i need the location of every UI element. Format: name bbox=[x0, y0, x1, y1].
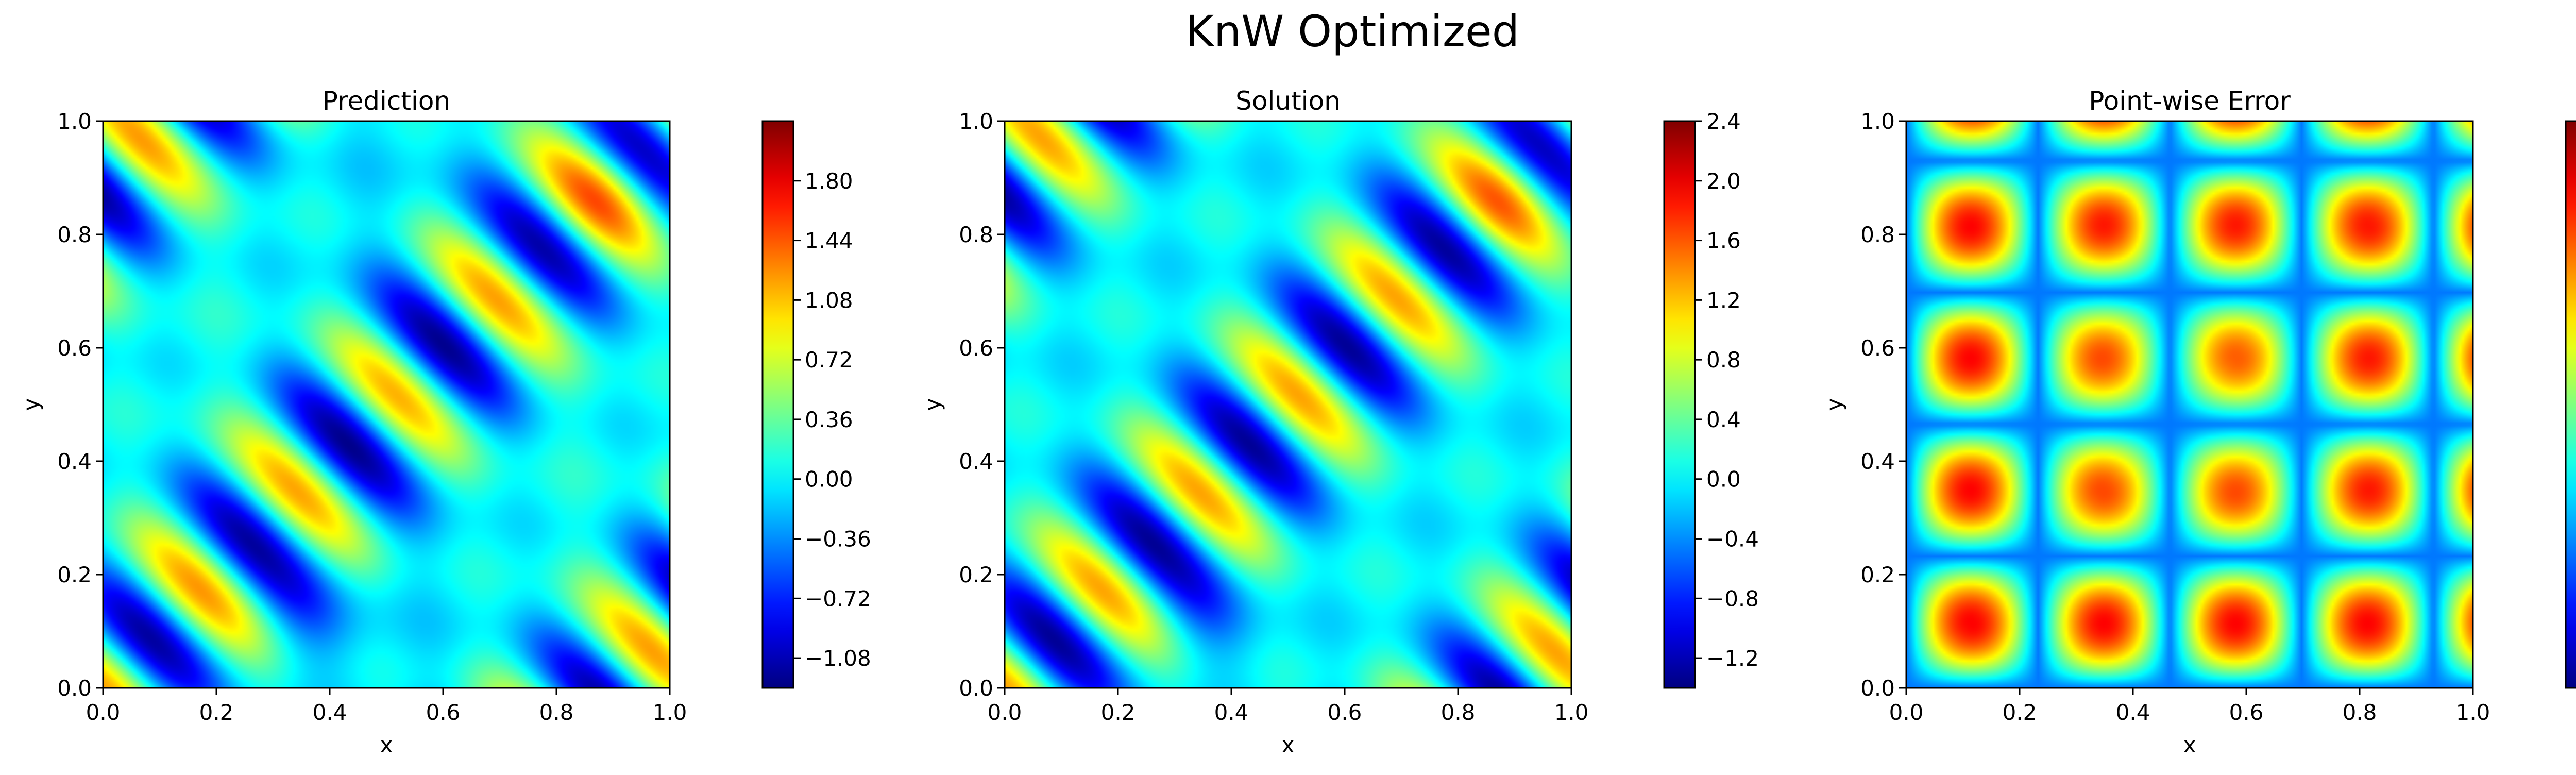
error-axes-frame bbox=[1905, 120, 2474, 689]
prediction-colorbar-tick-label: 0.36 bbox=[805, 407, 853, 432]
solution-axes-frame bbox=[1004, 120, 1572, 689]
solution-ytick-label: 1.0 bbox=[959, 109, 993, 134]
prediction-heatmap bbox=[103, 121, 670, 688]
prediction-colorbar-tick-label: 0.00 bbox=[805, 467, 853, 492]
error-ytick-label: 0.8 bbox=[1860, 222, 1895, 247]
solution-colorbar-tick-label: −0.8 bbox=[1706, 586, 1759, 611]
error-ytick-label: 0.6 bbox=[1860, 335, 1895, 361]
solution-ytick-label: 0.8 bbox=[959, 222, 993, 247]
solution-colorbar-tick-label: 1.2 bbox=[1706, 288, 1741, 313]
solution-ylabel: y bbox=[920, 398, 945, 411]
panel-error: Point-wise Error 0.0 0.2 0.4 0.6 0.8 1.0 0.0 0.2… bbox=[1822, 86, 2576, 757]
prediction-ytick-label: 0.4 bbox=[57, 449, 92, 474]
solution-colorbar bbox=[1663, 120, 1696, 689]
prediction-xtick-label: 0.8 bbox=[539, 700, 574, 725]
prediction-ytick-label: 1.0 bbox=[57, 109, 92, 134]
solution-ytick-label: 0.6 bbox=[959, 335, 993, 361]
error-xtick-label: 0.4 bbox=[2116, 700, 2150, 725]
prediction-colorbar-tick-label: −0.72 bbox=[805, 586, 871, 611]
prediction-xtick-label: 0.0 bbox=[86, 700, 121, 725]
prediction-colorbar-tick-label: −0.36 bbox=[805, 527, 871, 552]
prediction-title: Prediction bbox=[323, 86, 450, 116]
prediction-ytick-label: 0.2 bbox=[57, 562, 92, 587]
solution-colorbar-tick-label: −1.2 bbox=[1706, 646, 1759, 671]
error-ytick-label: 1.0 bbox=[1860, 109, 1895, 134]
prediction-xtick-label: 0.2 bbox=[199, 700, 234, 725]
prediction-xtick-label: 1.0 bbox=[653, 700, 687, 725]
solution-title: Solution bbox=[1235, 86, 1341, 116]
solution-heatmap bbox=[1005, 121, 1571, 688]
error-xtick-label: 1.0 bbox=[2456, 700, 2490, 725]
prediction-colorbar-tick-label: −1.08 bbox=[805, 646, 871, 671]
error-title: Point-wise Error bbox=[2089, 86, 2291, 116]
solution-colorbar-tick-label: −0.4 bbox=[1706, 527, 1759, 552]
solution-xlabel: x bbox=[1282, 732, 1295, 757]
error-heatmap bbox=[1906, 121, 2473, 688]
solution-xtick-label: 0.4 bbox=[1214, 700, 1249, 725]
figure-title: KnW Optimized bbox=[1185, 6, 1519, 57]
error-ylabel: y bbox=[1822, 398, 1847, 411]
solution-xtick-label: 0.0 bbox=[988, 700, 1022, 725]
prediction-ytick-label: 0.6 bbox=[57, 335, 92, 361]
prediction-xlabel: x bbox=[380, 732, 393, 757]
error-xtick-label: 0.2 bbox=[2003, 700, 2037, 725]
solution-xtick-label: 0.2 bbox=[1101, 700, 1136, 725]
prediction-ytick-label: 0.8 bbox=[57, 222, 92, 247]
solution-colorbar-tick-label: 2.4 bbox=[1706, 109, 1741, 134]
error-ytick-label: 0.0 bbox=[1860, 676, 1895, 701]
solution-colorbar-tick-label: 0.4 bbox=[1706, 407, 1741, 432]
solution-colorbar-tick-label: 0.8 bbox=[1706, 347, 1741, 373]
solution-colorbar-tick-label: 1.6 bbox=[1706, 228, 1741, 254]
error-ytick-label: 0.2 bbox=[1860, 562, 1895, 587]
prediction-axes-frame bbox=[102, 120, 671, 689]
solution-xtick-label: 1.0 bbox=[1554, 700, 1589, 725]
prediction-xtick-label: 0.4 bbox=[313, 700, 347, 725]
prediction-colorbar bbox=[761, 120, 794, 689]
prediction-colorbar-tick-label: 1.08 bbox=[805, 288, 853, 313]
solution-ytick-label: 0.0 bbox=[959, 676, 993, 701]
error-xtick-label: 0.0 bbox=[1889, 700, 1924, 725]
prediction-xtick-label: 0.6 bbox=[426, 700, 461, 725]
panel-solution: Solution 0.0 0.2 0.4 0.6 0.8 1.0 0.0 0.2 0.4 0.6 0.… bbox=[920, 86, 1759, 757]
solution-xtick-label: 0.6 bbox=[1328, 700, 1362, 725]
prediction-ylabel: y bbox=[19, 398, 44, 411]
panel-prediction: Prediction 0.0 0.2 0.4 0.6 0.8 1.0 0.0 0.2 0.4 0.6… bbox=[19, 86, 871, 757]
solution-ytick-label: 0.2 bbox=[959, 562, 993, 587]
error-xlabel: x bbox=[2183, 732, 2196, 757]
error-colorbar bbox=[2565, 120, 2576, 689]
prediction-ytick-label: 0.0 bbox=[57, 676, 92, 701]
error-xtick-label: 0.6 bbox=[2229, 700, 2264, 725]
solution-xtick-label: 0.8 bbox=[1441, 700, 1476, 725]
prediction-colorbar-tick-label: 1.80 bbox=[805, 169, 853, 194]
solution-ytick-label: 0.4 bbox=[959, 449, 993, 474]
prediction-colorbar-tick-label: 1.44 bbox=[805, 228, 853, 254]
error-xtick-label: 0.8 bbox=[2343, 700, 2377, 725]
prediction-colorbar-tick-label: 0.72 bbox=[805, 347, 853, 373]
error-ytick-label: 0.4 bbox=[1860, 449, 1895, 474]
solution-colorbar-tick-label: 0.0 bbox=[1706, 467, 1741, 492]
solution-colorbar-tick-label: 2.0 bbox=[1706, 169, 1741, 194]
